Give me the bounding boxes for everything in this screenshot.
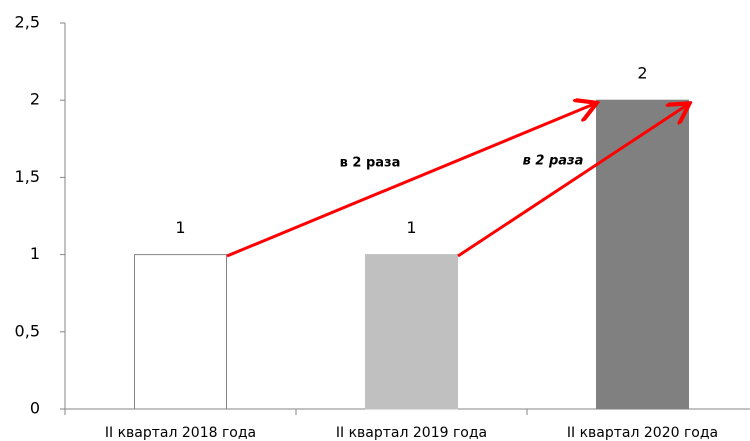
y-tick-label: 0,5: [15, 321, 40, 340]
value-label: 1: [175, 218, 185, 237]
bar: [134, 254, 227, 410]
y-tick-label: 1,5: [15, 167, 40, 186]
y-tick-label: 0: [30, 399, 40, 418]
x-tick-label: II квартал 2019 года: [336, 425, 487, 441]
arrow: [226, 104, 594, 258]
y-tick-label: 2: [30, 90, 40, 109]
bar: [365, 254, 458, 410]
x-tick-label: II квартал 2020 года: [567, 425, 718, 441]
annotation: в 2 раза: [340, 156, 401, 171]
value-label: 1: [406, 218, 416, 237]
value-label: 2: [637, 64, 647, 83]
arrow: [457, 105, 687, 258]
annotation: в 2 раза: [523, 154, 584, 169]
bar: [596, 99, 689, 410]
y-tick-label: 1: [30, 244, 40, 263]
y-tick-label: 2,5: [15, 13, 40, 32]
x-tick-label: II квартал 2018 года: [105, 425, 256, 441]
plot: 0 0,5 1 1,5 2 2,5 II квартал 2018 года 1 II квар…: [15, 13, 750, 441]
